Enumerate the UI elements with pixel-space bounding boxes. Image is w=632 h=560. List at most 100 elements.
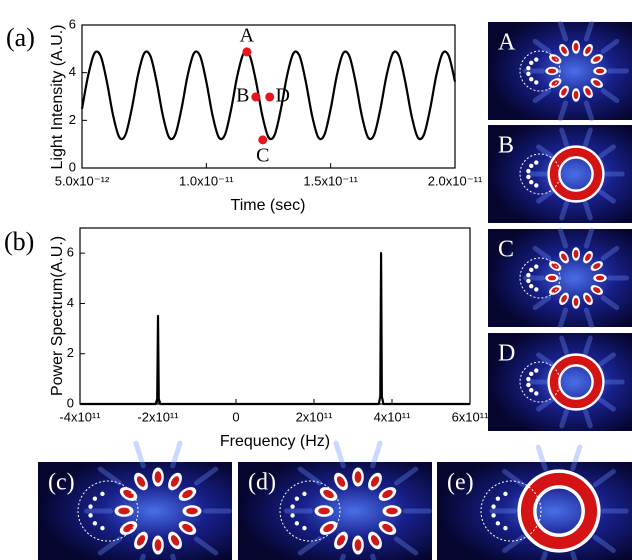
field-lobe-core (354, 471, 362, 483)
cavity-spot (529, 180, 534, 185)
field-lobe-core (561, 253, 567, 261)
field-ray (583, 335, 593, 356)
field-ray (297, 466, 322, 486)
field-lobe-core (593, 80, 601, 86)
cavity-spot (294, 496, 300, 501)
field-ring (549, 355, 603, 409)
panel-label: (b) (4, 227, 34, 256)
y-tick-label: 4 (69, 64, 76, 79)
field-ray (97, 466, 122, 486)
field-ray (536, 397, 554, 412)
x-tick-label: 2x10¹¹ (296, 409, 334, 424)
cavity-spot (534, 80, 539, 85)
cavity-spot (302, 491, 307, 497)
cavity-spot (526, 278, 531, 284)
plot-frame (79, 227, 471, 405)
y-tick-label: 0 (67, 395, 74, 410)
cavity-outline (519, 50, 561, 92)
field-ray (598, 397, 616, 412)
field-ray (536, 189, 554, 204)
field-lobe-core (561, 88, 567, 96)
field-ray (557, 307, 569, 329)
field-lobe-core (118, 507, 130, 515)
field-lobe-core (547, 68, 557, 74)
field-lobe-core (585, 253, 591, 261)
field-ray (598, 144, 616, 159)
field-lobe-core (170, 476, 180, 487)
field-lobe-core (585, 295, 591, 303)
cavity-outline (519, 257, 561, 299)
cavity-spot (503, 491, 508, 497)
image-label: D (498, 341, 515, 367)
cavity-spot (88, 513, 93, 518)
field-ray (592, 469, 616, 488)
cavity-spot (302, 525, 307, 531)
cavity-spot (534, 183, 539, 188)
cavity-outline (279, 480, 341, 542)
field-lobe-core (585, 88, 591, 96)
point-label: A (240, 25, 255, 47)
cavity-spot (526, 376, 531, 382)
cavity-spot (534, 264, 539, 269)
cavity-spot (92, 496, 98, 501)
field-ray (600, 245, 620, 261)
field-ray (559, 200, 569, 221)
cavity-outline (519, 153, 561, 195)
cavity-spot (526, 65, 531, 71)
field-image: B (488, 125, 632, 223)
x-tick-label: -2x10¹¹ (137, 409, 179, 424)
y-tick-label: 6 (69, 16, 76, 31)
field-ray (600, 38, 620, 54)
field-ray (583, 20, 595, 42)
image-label: (e) (447, 470, 474, 496)
field-lobe-core (561, 46, 567, 54)
cavity-spot (491, 504, 496, 509)
point-label: D (276, 85, 290, 107)
field-ray (394, 466, 419, 486)
field-lobe-core (593, 56, 601, 62)
cavity-outline (77, 480, 139, 542)
field-lobe-core (593, 263, 601, 269)
x-axis-label: Frequency (Hz) (220, 433, 330, 450)
x-tick-label: 6x10¹¹ (452, 409, 490, 424)
cavity-spot (526, 168, 531, 174)
field-ray (97, 536, 122, 556)
cavity-spot (294, 521, 300, 526)
field-ray (194, 466, 219, 486)
y-tick-label: 2 (69, 112, 76, 127)
y-tick-label: 6 (67, 245, 74, 260)
cavity-spot (526, 272, 531, 278)
cavity-spot (100, 525, 105, 531)
cavity-spot (503, 525, 508, 531)
field-ray (600, 295, 620, 311)
cavity-spot (529, 371, 534, 376)
cavity-spot (526, 71, 531, 77)
field-lobe-core (382, 523, 393, 533)
field-ray (559, 335, 569, 356)
field-image: D (488, 333, 632, 431)
cavity-spot (100, 491, 105, 497)
x-tick-label: -4x10¹¹ (59, 409, 101, 424)
marked-point (265, 92, 275, 102)
field-ray (600, 88, 620, 104)
field-lobe-core (595, 68, 605, 74)
field-ray (170, 440, 183, 469)
field-lobe-core (318, 507, 330, 515)
field-ray (536, 144, 554, 159)
field-ray (598, 352, 616, 367)
cavity-spot (529, 77, 534, 82)
x-tick-label: 2.0x10⁻¹¹ (428, 173, 483, 188)
cavity-spot (529, 60, 534, 65)
x-tick-label: 0 (232, 409, 239, 424)
field-ray (583, 408, 593, 429)
image-label: (d) (248, 470, 276, 496)
image-label: (c) (48, 470, 75, 496)
panel-label: (a) (6, 23, 35, 52)
field-lobe-core (323, 523, 334, 533)
field-lobe-core (170, 535, 180, 546)
y-axis-label: Power Spectrum(A.U.) (49, 236, 66, 396)
cavity-spot (495, 521, 501, 526)
field-lobe-core (585, 46, 591, 54)
cavity-spot (88, 504, 93, 509)
